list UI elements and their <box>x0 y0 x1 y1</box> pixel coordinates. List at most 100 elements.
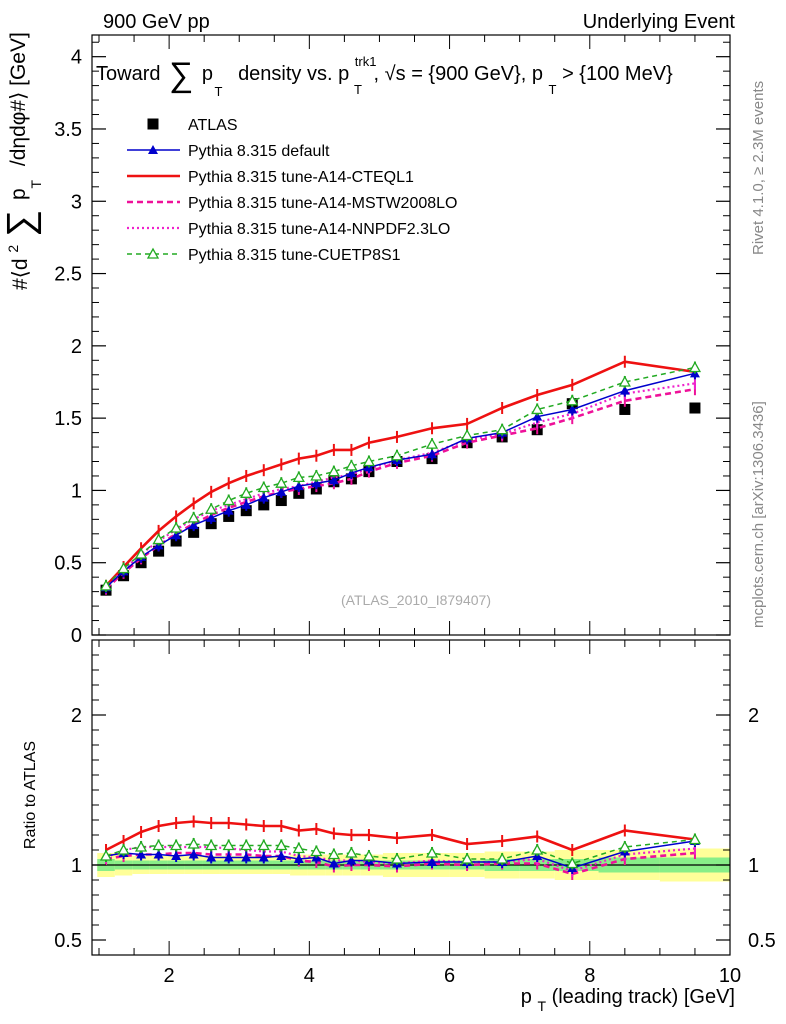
atlas-data-point <box>258 499 270 511</box>
chart-title: Toward ∑ p T density vs. p trk1 T , √s =… <box>96 49 673 101</box>
main-point-cuetp8s1 <box>240 486 253 498</box>
legend-label-default: Pythia 8.315 default <box>188 143 330 160</box>
atlas-data-point <box>275 495 287 507</box>
main-y-tick-label: 0 <box>71 625 82 647</box>
ratio-y-tick-label: 2 <box>71 705 82 727</box>
main-y-axis-label: #⟨d 2 ∑ p T /dηdφ#⟩ [GeV] <box>0 32 46 290</box>
legend-label-nnpdf: Pythia 8.315 tune-A14-NNPDF2.3LO <box>188 221 450 238</box>
main-point-default <box>619 385 630 395</box>
ratio-point-default <box>328 858 339 868</box>
main-y-tick-label: 4 <box>71 47 82 69</box>
main-point-default <box>258 492 269 502</box>
main-point-default <box>223 505 234 515</box>
ratio-y-tick-label-right: 1 <box>748 855 759 877</box>
main-point-default <box>293 481 304 491</box>
x-tick-label: 2 <box>164 965 175 987</box>
ratio-point-default <box>188 849 199 859</box>
ratio-point-default <box>171 851 182 860</box>
main-y-tick-label: 2 <box>71 336 82 358</box>
main-point-cuetp8s1 <box>292 471 305 483</box>
main-line-cuetp8s1 <box>105 366 696 587</box>
main-line-mstw <box>105 387 696 590</box>
main-point-default <box>311 478 322 488</box>
main-point-cuetp8s1 <box>460 429 474 441</box>
ratio-point-cuetp8s1 <box>152 839 165 851</box>
main-line-default <box>105 372 696 588</box>
main-point-cuetp8s1 <box>275 476 288 488</box>
main-plot-frame <box>91 34 731 636</box>
ratio-point-default <box>153 849 164 859</box>
rivet-version-label: Rivet 4.1.0, ≥ 2.3M events <box>750 81 767 255</box>
x-tick-label: 10 <box>719 965 741 987</box>
main-point-cuetp8s1 <box>222 494 235 506</box>
ratio-y-axis-label: Ratio to ATLAS <box>22 741 39 849</box>
main-y-tick-label: 1.5 <box>54 408 82 430</box>
ratio-y-tick-label-right: 0.5 <box>748 930 776 952</box>
ratio-point-default <box>206 852 217 862</box>
x-axis-label: p T (leading track) [GeV] <box>521 986 735 1016</box>
main-point-default <box>241 499 252 509</box>
x-tick-label: 4 <box>304 965 315 987</box>
ratio-point-cuetp8s1 <box>292 842 305 854</box>
ratio-point-default <box>346 855 357 865</box>
main-y-tick-label: 2.5 <box>54 264 82 286</box>
main-point-default <box>532 411 543 421</box>
main-point-cuetp8s1 <box>496 423 509 435</box>
main-point-default <box>276 486 287 496</box>
main-point-cuetp8s1 <box>99 579 113 591</box>
ratio-point-cuetp8s1 <box>222 839 235 851</box>
main-point-cuetp8s1 <box>152 533 165 545</box>
ratio-point-cuetp8s1 <box>170 839 183 851</box>
main-point-cuetp8s1 <box>310 469 323 481</box>
ratio-line-default <box>105 840 696 869</box>
main-point-cuetp8s1 <box>618 375 631 387</box>
ratio-point-cuetp8s1 <box>327 848 340 860</box>
main-point-cuetp8s1 <box>117 562 130 574</box>
ratio-point-cuetp8s1 <box>425 846 439 858</box>
legend-marker-atlas <box>147 118 159 130</box>
ratio-point-cuetp8s1 <box>566 857 579 869</box>
main-point-cuetp8s1 <box>345 459 358 471</box>
legend-marker-cuetp8s1 <box>146 247 160 259</box>
ratio-point-cuetp8s1 <box>99 849 113 861</box>
ratio-point-default <box>293 854 304 863</box>
main-point-cuetp8s1 <box>257 481 270 493</box>
atlas-data-point <box>619 403 631 415</box>
x-tick-label: 6 <box>444 965 455 987</box>
main-point-cuetp8s1 <box>170 521 183 533</box>
ratio-point-cuetp8s1 <box>618 840 631 852</box>
main-point-cuetp8s1 <box>205 502 218 514</box>
main-point-default <box>171 530 182 540</box>
ratio-point-default <box>223 852 234 862</box>
ratio-point-cuetp8s1 <box>205 839 218 851</box>
legend-label-mstw: Pythia 8.315 tune-A14-MSTW2008LO <box>188 195 457 212</box>
ratio-line-cuetp8s1 <box>105 838 695 865</box>
ratio-point-cuetp8s1 <box>240 839 253 851</box>
legend: ATLAS Pythia 8.315 default Pythia 8.315 tu… <box>127 117 457 264</box>
ratio-point-cuetp8s1 <box>134 840 148 852</box>
ratio-point-cuetp8s1 <box>275 839 288 851</box>
main-point-default <box>206 512 217 522</box>
ratio-point-cuetp8s1 <box>117 843 130 855</box>
ratio-point-default <box>276 851 287 860</box>
ratio-point-default <box>258 852 269 862</box>
header-left: 900 GeV pp <box>103 11 210 33</box>
ratio-point-cuetp8s1 <box>390 852 404 864</box>
ratio-y-tick-label: 0.5 <box>54 930 82 952</box>
atlas-data-point <box>188 526 200 538</box>
main-point-cuetp8s1 <box>327 465 340 477</box>
ratio-plot-frame <box>91 639 731 956</box>
ratio-point-cuetp8s1 <box>362 849 376 861</box>
ratio-y-tick-label-right: 2 <box>748 705 759 727</box>
main-line-cteql1 <box>105 360 696 587</box>
ratio-point-default <box>241 852 252 862</box>
main-point-cuetp8s1 <box>362 455 376 467</box>
ratio-point-cuetp8s1 <box>688 833 702 845</box>
ratio-point-cuetp8s1 <box>187 837 200 849</box>
legend-label-cuetp8s1: Pythia 8.315 tune-CUETP8S1 <box>188 247 401 264</box>
main-point-cuetp8s1 <box>134 547 148 559</box>
main-point-default <box>427 449 438 459</box>
ratio-point-cuetp8s1 <box>257 839 270 851</box>
mcplots-label: mcplots.cern.ch [arXiv:1306.3436] <box>750 401 767 628</box>
main-y-tick-label: 1 <box>71 480 82 502</box>
